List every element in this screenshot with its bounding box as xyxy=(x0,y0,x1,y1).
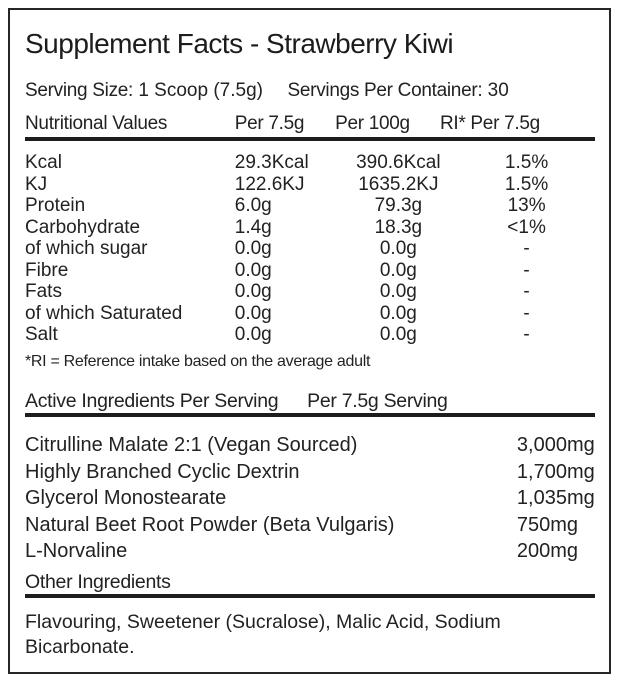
nutrient-per-100g: 0.0g xyxy=(379,281,417,302)
nutrient-per-7-5g: 0.0g xyxy=(234,302,272,324)
nutrient-ri: - xyxy=(523,324,530,345)
active-ingredient-row: Glycerol Monostearate 1,035mg xyxy=(25,485,595,512)
other-ingredients-header: Other Ingredients xyxy=(25,571,171,593)
nutrition-row: of which Saturated 0.0g 0.0g - xyxy=(25,303,595,325)
nutrition-row: Salt 0.0g 0.0g - xyxy=(25,324,595,346)
active-ingredients-header-right: Per 7.5g Serving xyxy=(307,390,448,412)
active-ingredient-name: Glycerol Monostearate xyxy=(25,487,227,509)
active-ingredient-row: Natural Beet Root Powder (Beta Vulgaris)… xyxy=(25,512,595,539)
nutrition-header-ri: RI* Per 7.5g xyxy=(439,113,540,134)
nutrient-name: Salt xyxy=(25,324,58,345)
active-ingredient-row: Citrulline Malate 2:1 (Vegan Sourced) 3,… xyxy=(25,432,595,459)
active-ingredient-row: Highly Branched Cyclic Dextrin 1,700mg xyxy=(25,459,595,486)
active-ingredient-amount: 1,035mg xyxy=(516,487,595,509)
active-ingredients-header: Active Ingredients Per Serving Per 7.5g … xyxy=(25,389,595,413)
nutrient-ri: 1.5% xyxy=(504,152,549,173)
nutrition-header-divider xyxy=(25,137,595,141)
nutrient-per-100g: 18.3g xyxy=(374,216,423,238)
other-ingredients-text: Flavouring, Sweetener (Sucralose), Malic… xyxy=(25,611,501,658)
nutrient-ri: - xyxy=(523,302,530,324)
nutrient-per-7-5g: 1.4g xyxy=(234,216,272,238)
nutrient-per-7-5g: 6.0g xyxy=(234,195,272,216)
nutrient-name: of which Saturated xyxy=(25,302,183,324)
nutrient-name: of which sugar xyxy=(25,238,148,259)
nutrition-row: of which sugar 0.0g 0.0g - xyxy=(25,238,595,260)
nutrient-per-100g: 0.0g xyxy=(379,259,417,281)
nutrient-ri: 1.5% xyxy=(504,173,549,195)
active-ingredients-list: Citrulline Malate 2:1 (Vegan Sourced) 3,… xyxy=(25,432,595,565)
nutrient-per-7-5g: 0.0g xyxy=(234,259,272,281)
nutrient-name: KJ xyxy=(25,173,48,195)
nutrition-row: Fibre 0.0g 0.0g - xyxy=(25,260,595,282)
active-ingredient-amount: 1,700mg xyxy=(516,460,595,483)
active-ingredient-name: Highly Branched Cyclic Dextrin xyxy=(25,460,300,483)
nutrient-per-100g: 79.3g xyxy=(374,195,423,216)
nutrient-per-100g: 390.6Kcal xyxy=(356,152,441,173)
nutrition-table-header: Nutritional Values Per 7.5g Per 100g RI*… xyxy=(25,112,595,136)
nutrient-per-7-5g: 0.0g xyxy=(234,238,272,259)
nutrient-per-100g: 0.0g xyxy=(379,302,417,324)
nutrition-header-per-7-5g: Per 7.5g xyxy=(234,113,305,134)
active-ingredients-divider xyxy=(25,413,595,417)
serving-info: Serving Size: 1 Scoop (7.5g) Servings Pe… xyxy=(25,79,595,103)
serving-size-value: 1 Scoop (7.5g) xyxy=(138,80,263,101)
ri-footnote: *RI = Reference intake based on the aver… xyxy=(25,353,371,370)
nutrient-name: Carbohydrate xyxy=(25,216,141,238)
serving-size-label: Serving Size: xyxy=(25,80,134,101)
nutrient-name: Fats xyxy=(25,281,62,302)
label-title: Supplement Facts - Strawberry Kiwi xyxy=(25,28,454,59)
nutrient-per-100g: 1635.2KJ xyxy=(358,173,439,195)
nutrient-ri: 13% xyxy=(507,195,546,216)
nutrient-ri: - xyxy=(523,281,530,302)
nutrient-name: Kcal xyxy=(25,152,62,173)
nutrient-per-100g: 0.0g xyxy=(379,324,417,345)
nutrition-row: Fats 0.0g 0.0g - xyxy=(25,281,595,303)
nutrition-row: Protein 6.0g 79.3g 13% xyxy=(25,195,595,217)
active-ingredient-name: Natural Beet Root Powder (Beta Vulgaris) xyxy=(25,513,395,536)
nutrient-per-7-5g: 122.6KJ xyxy=(234,173,305,195)
active-ingredients-header-left: Active Ingredients Per Serving xyxy=(25,390,279,412)
nutrition-table-body: Kcal 29.3Kcal 390.6Kcal 1.5% KJ 122.6KJ … xyxy=(25,152,595,346)
active-ingredient-name: L-Norvaline xyxy=(25,540,128,562)
active-ingredient-amount: 750mg xyxy=(516,513,579,536)
nutrition-row: Carbohydrate 1.4g 18.3g <1% xyxy=(25,217,595,239)
supplement-facts-label: Supplement Facts - Strawberry Kiwi Servi… xyxy=(8,8,611,674)
nutrient-name: Protein xyxy=(25,195,86,216)
active-ingredient-name: Citrulline Malate 2:1 (Vegan Sourced) xyxy=(25,434,358,456)
nutrient-per-7-5g: 0.0g xyxy=(234,281,272,302)
nutrient-name: Fibre xyxy=(25,259,69,281)
nutrient-per-100g: 0.0g xyxy=(379,238,417,259)
nutrition-header-per-100g: Per 100g xyxy=(335,113,410,134)
active-ingredient-amount: 200mg xyxy=(516,540,579,562)
servings-per-container-label: Servings Per Container: xyxy=(287,80,483,101)
nutrient-per-7-5g: 0.0g xyxy=(234,324,272,345)
nutrient-ri: - xyxy=(523,238,530,259)
nutrient-per-7-5g: 29.3Kcal xyxy=(234,152,309,173)
nutrition-row: Kcal 29.3Kcal 390.6Kcal 1.5% xyxy=(25,152,595,174)
active-ingredient-row: L-Norvaline 200mg xyxy=(25,538,595,565)
nutrient-ri: - xyxy=(523,259,530,281)
active-ingredient-amount: 3,000mg xyxy=(516,434,595,456)
servings-per-container-value: 30 xyxy=(487,80,509,101)
nutrition-header-values: Nutritional Values xyxy=(25,113,168,134)
other-ingredients-divider xyxy=(25,594,595,598)
nutrient-ri: <1% xyxy=(507,216,546,238)
nutrition-row: KJ 122.6KJ 1635.2KJ 1.5% xyxy=(25,174,595,196)
